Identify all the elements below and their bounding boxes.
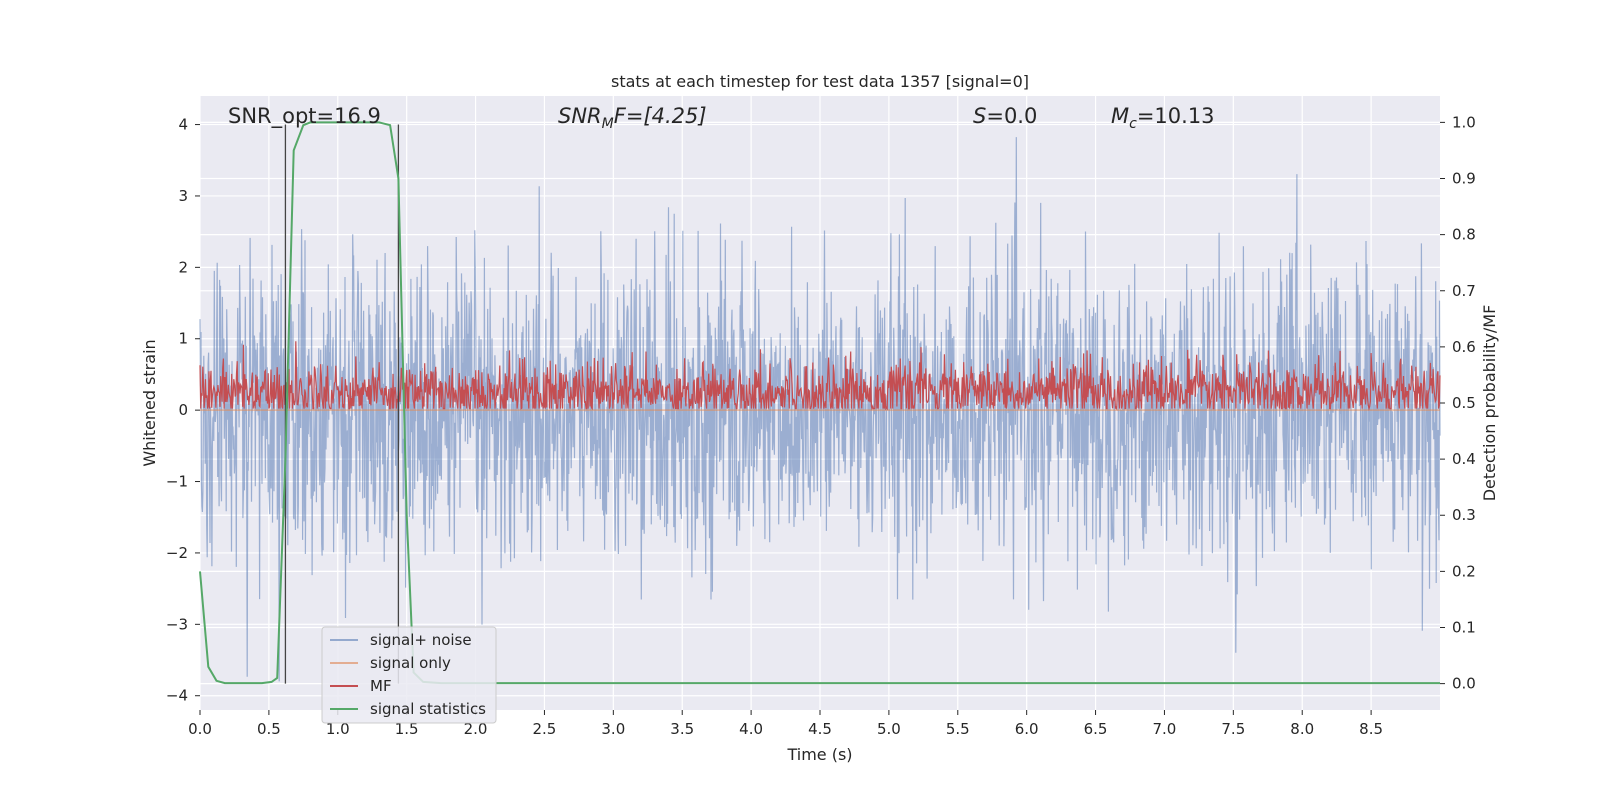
x-tick-label: 8.5 xyxy=(1359,720,1383,738)
y-right-tick-label: 0.1 xyxy=(1452,618,1476,636)
legend: signal+ noise signal only MF signal stat… xyxy=(321,626,497,724)
ticks: 0.0 0.5 1.0 1.5 2.0 2.5 3.0 3.5 4.0 4.5 5.0 5.5 6.0 6… xyxy=(166,113,1476,738)
x-tick-label: 7.5 xyxy=(1221,720,1245,738)
legend-label-signal-only: signal only xyxy=(370,654,451,672)
series-mf-line xyxy=(199,341,1441,411)
legend-frame xyxy=(321,626,497,724)
annotation-mc: Mc=10.13 xyxy=(1111,104,1215,132)
y-tick-label: −1 xyxy=(166,473,188,491)
chart-title: stats at each timestep for test data 135… xyxy=(611,72,1029,91)
legend-label-mf: MF xyxy=(370,677,392,695)
y-tick-label: −4 xyxy=(166,687,188,705)
annotation-snr-mf: SNRMF=[4.25] xyxy=(558,104,707,132)
y-right-tick-label: 0.5 xyxy=(1452,394,1476,412)
x-tick-label: 2.0 xyxy=(464,720,488,738)
x-tick-label: 6.0 xyxy=(1015,720,1039,738)
x-tick-label: 1.5 xyxy=(395,720,419,738)
series-signal-statistics-line xyxy=(199,121,1440,685)
y-axis-label: Whitened strain xyxy=(140,339,159,466)
legend-label-signal-noise: signal+ noise xyxy=(370,631,472,649)
y-tick-label: 1 xyxy=(178,330,188,348)
annotation-snr-opt: SNR_opt=16.9 xyxy=(228,104,381,129)
annotation-snr-mf-label: SNR xyxy=(558,104,602,128)
x-tick-label: 0.0 xyxy=(188,720,212,738)
x-tick-label: 7.0 xyxy=(1153,720,1177,738)
y-right-tick-label: 0.8 xyxy=(1452,226,1476,244)
y-tick-label: −2 xyxy=(166,544,188,562)
y-tick-label: 2 xyxy=(178,258,188,276)
y-right-tick-label: 0.4 xyxy=(1452,450,1476,468)
annotation-mc-label: M xyxy=(1111,104,1129,128)
annotation-mc-sub: c xyxy=(1129,116,1137,132)
x-tick-label: 4.5 xyxy=(808,720,832,738)
annotation-s-label: S xyxy=(973,104,986,128)
y-tick-label: 0 xyxy=(178,401,188,419)
y-tick-label: −3 xyxy=(166,615,188,633)
y-right-tick-label: 0.0 xyxy=(1452,675,1476,693)
x-tick-label: 8.0 xyxy=(1290,720,1314,738)
x-tick-label: 5.5 xyxy=(946,720,970,738)
annotation-s-value: =0.0 xyxy=(986,104,1037,128)
x-axis-label: Time (s) xyxy=(786,745,852,764)
annotation-s: S=0.0 xyxy=(973,104,1037,128)
y-right-tick-label: 1.0 xyxy=(1452,113,1476,131)
y-right-tick-label: 0.3 xyxy=(1452,506,1476,524)
annotation-snr-mf-rest: F=[4.25] xyxy=(614,104,707,128)
y-right-tick-label: 0.9 xyxy=(1452,170,1476,188)
x-tick-label: 1.0 xyxy=(326,720,350,738)
x-tick-label: 0.5 xyxy=(257,720,281,738)
y-tick-label: 3 xyxy=(178,187,188,205)
y-right-tick-label: 0.2 xyxy=(1452,562,1476,580)
x-tick-label: 6.5 xyxy=(1084,720,1108,738)
annotation-snr-mf-sub: M xyxy=(602,116,614,132)
x-tick-label: 3.5 xyxy=(670,720,694,738)
data-layer xyxy=(199,121,1441,685)
y-right-tick-label: 0.7 xyxy=(1452,282,1476,300)
annotation-mc-value: =10.13 xyxy=(1137,104,1215,128)
x-tick-label: 4.0 xyxy=(739,720,763,738)
x-tick-label: 3.0 xyxy=(601,720,625,738)
x-tick-label: 2.5 xyxy=(533,720,557,738)
y-right-tick-label: 0.6 xyxy=(1452,338,1476,356)
x-tick-label: 5.0 xyxy=(877,720,901,738)
y-axis-label-right: Detection probability/MF xyxy=(1480,305,1499,502)
y-tick-label: 4 xyxy=(178,116,188,134)
legend-label-signal-statistics: signal statistics xyxy=(370,700,486,718)
